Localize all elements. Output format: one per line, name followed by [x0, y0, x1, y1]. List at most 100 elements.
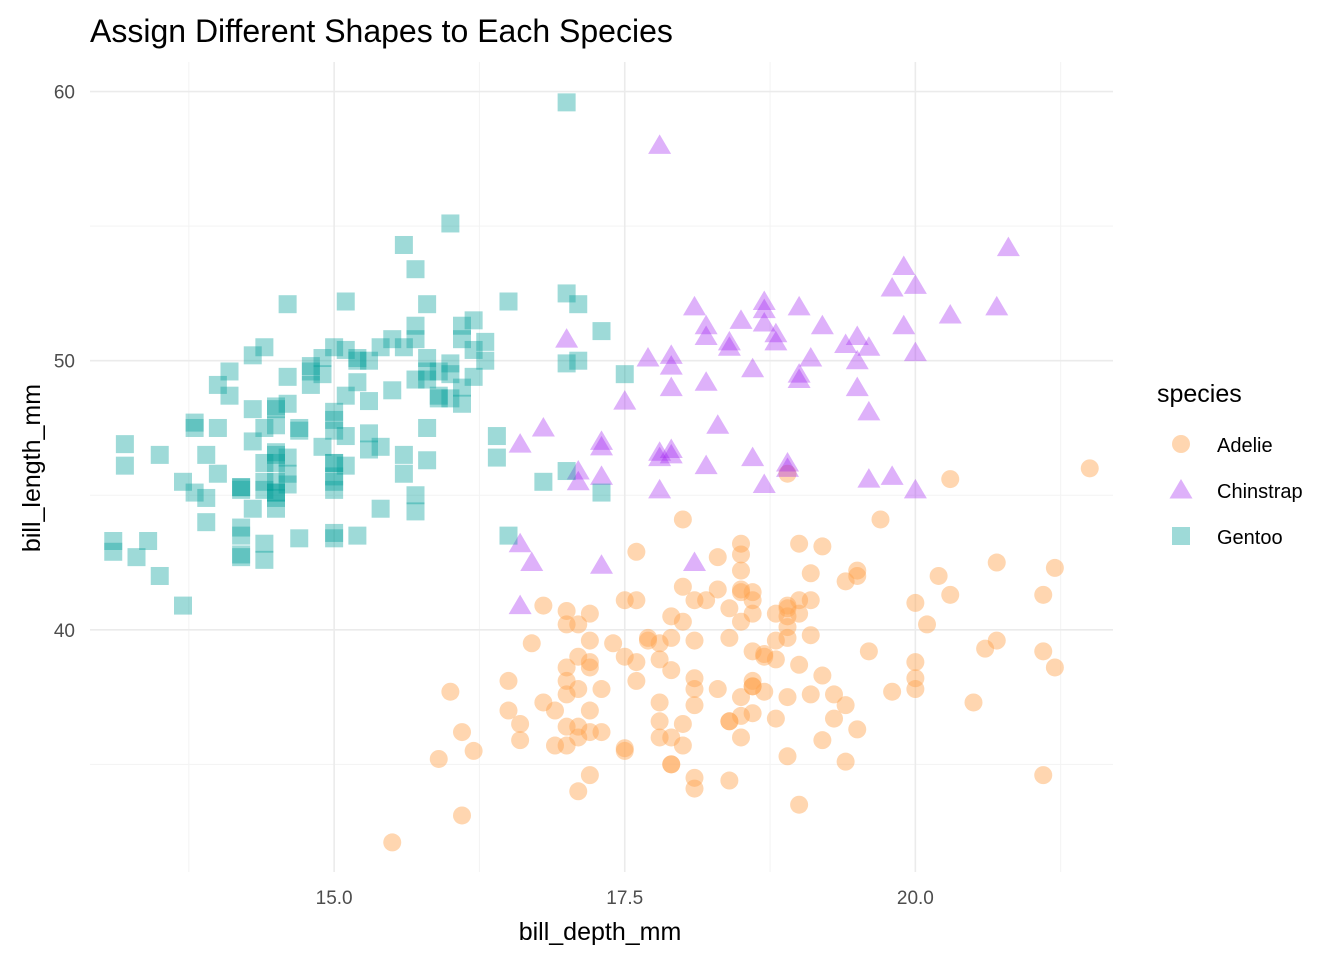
gentoo-point: [336, 386, 355, 405]
gentoo-point: [232, 478, 251, 497]
chinstrap-point: [683, 551, 706, 572]
adelie-point: [848, 561, 867, 580]
adelie-point: [906, 680, 925, 699]
chinstrap-point: [508, 532, 532, 553]
gentoo-point: [325, 410, 344, 429]
chinstrap-point: [648, 446, 672, 467]
adelie-point: [766, 631, 785, 650]
adelie-point: [743, 604, 762, 623]
gentoo-point: [406, 260, 425, 279]
adelie-point: [557, 671, 576, 690]
gentoo-point: [325, 453, 344, 472]
adelie-point: [743, 591, 762, 610]
gentoo-point: [371, 338, 390, 357]
gentoo-point: [557, 284, 576, 303]
chinstrap-point: [752, 473, 776, 493]
gentoo-point: [278, 394, 297, 413]
chinstrap-point: [787, 368, 811, 389]
legend-title: species: [1157, 380, 1242, 408]
gentoo-point: [267, 483, 285, 502]
gentoo-point: [267, 443, 285, 462]
gentoo-point: [267, 397, 285, 416]
gentoo-point: [569, 295, 588, 314]
gentoo-point: [325, 480, 344, 499]
grid-lines: [90, 62, 1113, 872]
adelie-point: [964, 693, 983, 712]
gentoo-point: [476, 351, 495, 370]
gentoo-point: [499, 526, 518, 545]
legend-items: Adelie Chinstrap Gentoo: [1169, 435, 1303, 549]
gentoo-point: [255, 550, 274, 569]
axis-labels: 15.0 17.5 20.0 40 50 60: [54, 83, 934, 909]
gentoo-point: [325, 467, 344, 486]
gentoo-point: [255, 480, 274, 499]
adelie-point: [708, 548, 727, 567]
chinstrap-point: [996, 236, 1020, 257]
gentoo-point: [301, 362, 320, 381]
gentoo-point: [592, 483, 611, 502]
gentoo-point: [557, 93, 576, 112]
adelie-point: [790, 604, 809, 623]
adelie-point: [743, 677, 762, 696]
adelie-point: [766, 709, 785, 728]
adelie-point: [918, 615, 936, 634]
gentoo-point: [406, 486, 425, 505]
gentoo-point: [464, 311, 483, 330]
legend-item-chinstrap: Chinstrap: [1169, 479, 1303, 503]
gentoo-point: [208, 464, 227, 483]
adelie-point: [825, 685, 843, 704]
chinstrap-point: [903, 341, 927, 362]
adelie-point: [615, 647, 634, 666]
chinstrap-point: [683, 295, 706, 316]
y-axis-title: bill_length_mm: [18, 384, 46, 552]
adelie-point: [569, 728, 588, 747]
gentoo-point: [267, 400, 285, 419]
gentoo-point: [267, 453, 285, 472]
gentoo-point: [150, 566, 169, 585]
adelie-point: [906, 593, 925, 612]
adelie-point: [673, 714, 692, 733]
adelie-point: [778, 596, 797, 615]
chinstrap-point: [787, 295, 811, 316]
adelie-point: [580, 653, 599, 672]
x-axis-title: bill_depth_mm: [519, 918, 682, 946]
adelie-point: [662, 661, 681, 680]
gentoo-point: [115, 435, 134, 454]
adelie-point: [906, 653, 925, 672]
gentoo-point: [487, 427, 506, 446]
gentoo-point: [150, 445, 169, 464]
chinstrap-point: [880, 465, 904, 485]
chinstrap-point: [508, 433, 532, 453]
legend-label: Gentoo: [1217, 527, 1283, 549]
adelie-point: [650, 712, 669, 731]
gentoo-point: [360, 392, 378, 411]
gentoo-point: [394, 445, 413, 464]
chinstrap-point: [694, 454, 718, 475]
gentoo-point: [453, 330, 471, 349]
chinstrap-point: [590, 435, 613, 456]
adelie-point: [987, 631, 1006, 650]
chinstrap-point: [613, 390, 637, 410]
gentoo-point: [220, 386, 239, 405]
gentoo-point: [569, 351, 588, 370]
adelie-point: [743, 677, 762, 696]
gentoo-point: [255, 418, 274, 437]
gentoo-point: [383, 330, 402, 349]
chinstrap-point: [799, 347, 823, 367]
gentoo-point: [278, 464, 297, 483]
adelie-point: [580, 631, 599, 650]
adelie-point: [580, 766, 599, 785]
gentoo-point: [115, 456, 134, 475]
adelie-point: [673, 736, 692, 755]
gentoo-point: [313, 349, 332, 368]
gentoo-point: [557, 462, 576, 481]
adelie-point: [801, 626, 820, 645]
chinstrap-point: [590, 430, 613, 450]
gentoo-point: [301, 357, 320, 376]
gentoo-point: [464, 340, 483, 359]
chinstrap-point: [659, 443, 683, 464]
adelie-point: [569, 680, 588, 699]
adelie-point: [720, 771, 739, 790]
adelie-point: [685, 779, 704, 798]
adelie-point: [720, 628, 739, 647]
